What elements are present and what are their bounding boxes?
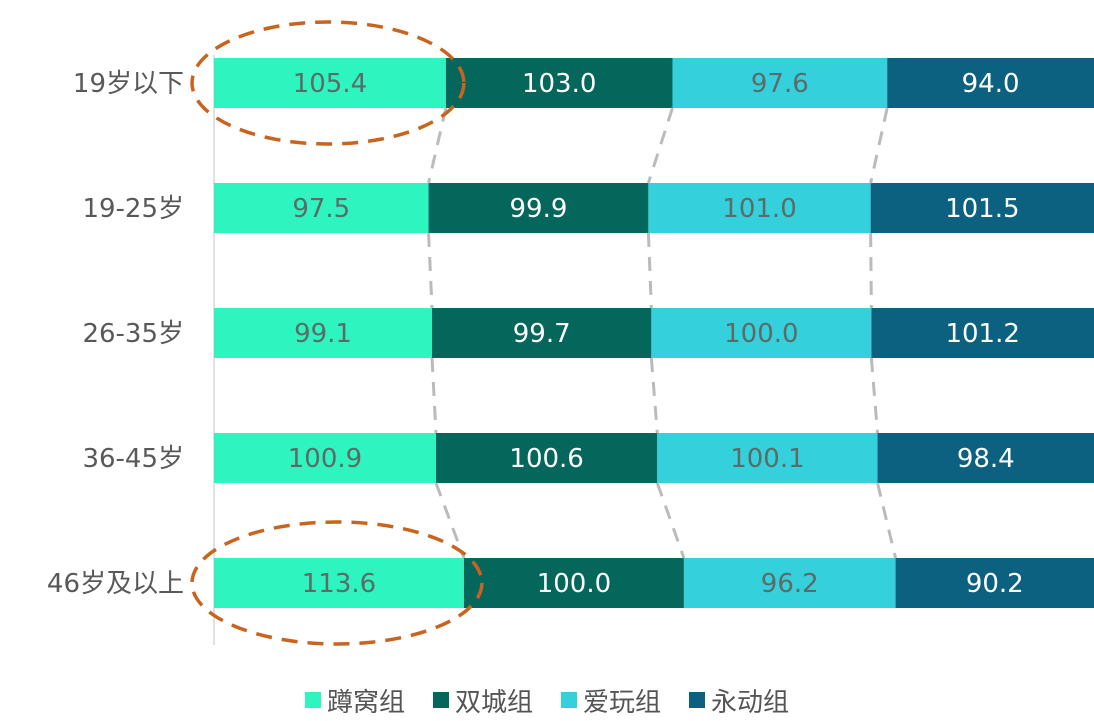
bar-segment xyxy=(428,183,649,233)
data-label: 99.9 xyxy=(510,194,568,224)
data-label: 100.0 xyxy=(724,319,798,349)
bar-segment xyxy=(672,58,888,108)
category-label: 26-35岁 xyxy=(82,319,184,349)
data-label: 113.6 xyxy=(302,569,376,599)
highlight-ellipse xyxy=(190,520,484,646)
category-label: 19-25岁 xyxy=(82,194,184,224)
highlight-ellipse xyxy=(190,20,466,146)
data-label: 101.5 xyxy=(945,194,1019,224)
data-label: 100.1 xyxy=(730,444,804,474)
bar-segment xyxy=(683,558,896,608)
data-label: 98.4 xyxy=(957,444,1015,474)
bar-segment xyxy=(214,558,464,608)
data-label: 100.6 xyxy=(509,444,583,474)
data-label: 100.9 xyxy=(288,444,362,474)
data-label: 101.2 xyxy=(945,319,1019,349)
bar-segment xyxy=(657,433,878,483)
legend-swatch-3 xyxy=(689,692,706,708)
bar-segment xyxy=(214,58,446,108)
bar-segment xyxy=(432,308,652,358)
legend: 蹲窝组 双城组 爱玩组 永动组 xyxy=(0,680,1094,720)
legend-item-1: 双城组 xyxy=(432,682,533,719)
stacked-bar-chart: 19岁以下 105.4 103.0 97.6 94.0 19-25岁 97.5 99.9 101… xyxy=(46,20,1094,646)
data-label: 105.4 xyxy=(293,69,367,99)
legend-item-3: 永动组 xyxy=(689,682,789,719)
bar-segment xyxy=(651,308,872,358)
data-label: 97.6 xyxy=(751,69,809,99)
data-label: 97.5 xyxy=(292,194,350,224)
bar-segment xyxy=(871,308,1094,358)
bar-segment xyxy=(214,433,436,483)
connector-line xyxy=(869,357,880,434)
bar-segment xyxy=(887,58,1094,108)
connector-line xyxy=(434,482,466,559)
bar-segment xyxy=(895,558,1094,608)
legend-label-1: 双城组 xyxy=(454,687,533,718)
connector-line xyxy=(655,482,686,559)
data-label: 103.0 xyxy=(522,69,596,99)
data-label: 94.0 xyxy=(962,69,1020,99)
category-label: 46岁及以上 xyxy=(47,569,184,599)
connector-line xyxy=(649,357,659,434)
bar-segment xyxy=(870,183,1094,233)
legend-label-0: 蹲窝组 xyxy=(326,687,405,718)
connector-line xyxy=(876,482,898,559)
data-label: 99.1 xyxy=(294,319,352,349)
connector-line xyxy=(869,107,889,184)
bar-segment xyxy=(435,433,658,483)
connector-line xyxy=(430,357,438,434)
legend-label-2: 爱玩组 xyxy=(583,687,662,718)
legend-label-3: 永动组 xyxy=(711,687,790,718)
legend-swatch-1 xyxy=(432,692,449,708)
data-label: 96.2 xyxy=(761,569,819,599)
data-label: 99.7 xyxy=(513,319,571,349)
legend-item-0: 蹲窝组 xyxy=(304,682,405,719)
data-label: 100.0 xyxy=(537,569,611,599)
connector-line xyxy=(646,232,653,309)
connector-line xyxy=(427,232,434,309)
bar-segment xyxy=(214,308,433,358)
bar-segment xyxy=(445,58,673,108)
data-label: 101.0 xyxy=(722,194,796,224)
bar-segment xyxy=(214,183,429,233)
bar-segment xyxy=(463,558,684,608)
legend-swatch-0 xyxy=(304,692,321,708)
category-label: 19岁以下 xyxy=(73,69,184,99)
connector-line xyxy=(869,232,873,309)
data-label: 90.2 xyxy=(966,569,1024,599)
legend-item-2: 爱玩组 xyxy=(561,682,661,719)
bar-segment xyxy=(877,433,1094,483)
connector-line xyxy=(427,107,448,184)
category-label: 36-45岁 xyxy=(82,444,184,474)
legend-swatch-2 xyxy=(561,692,577,708)
connector-line xyxy=(646,107,674,184)
bar-segment xyxy=(648,183,871,233)
